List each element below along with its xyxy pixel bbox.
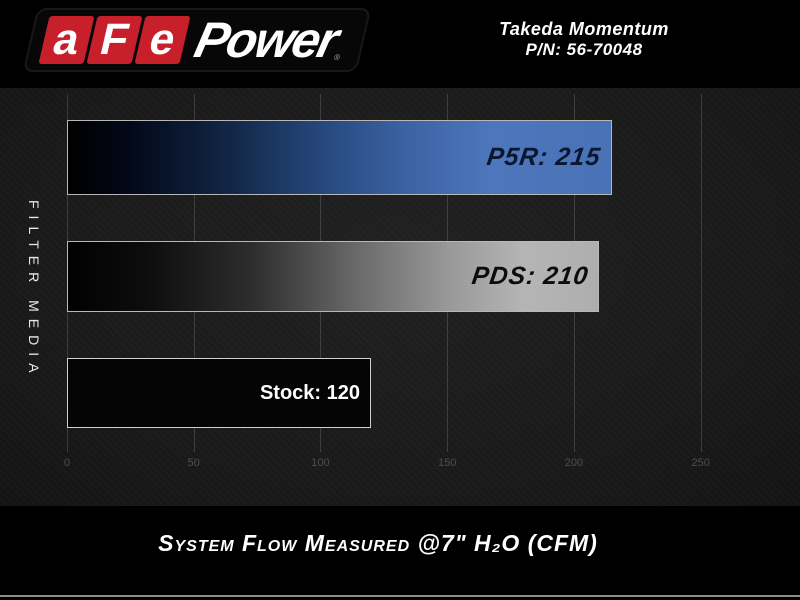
logo-letter-e: e <box>134 15 191 64</box>
bar-pds: PDS: 210 <box>67 241 599 312</box>
bar-stock: Stock: 120 <box>67 358 371 428</box>
bar-label-p5r: P5R: 215 <box>485 143 604 171</box>
chart-area: FILTER MEDIA P5R: 215 PDS: 210 Stock: 12… <box>0 88 800 506</box>
y-axis-label: FILTER MEDIA <box>26 200 42 380</box>
logo-letter-a: a <box>38 15 95 64</box>
bar-label-pds: PDS: 210 <box>469 262 591 290</box>
logo-word-power: Power <box>189 12 343 68</box>
header-product-info: Takeda Momentum P/N: 56-70048 <box>434 19 734 60</box>
chart-title: System Flow Measured @7" H₂O (CFM) <box>158 530 598 556</box>
x-axis-tick: 250 <box>691 457 710 469</box>
registered-trademark-icon: ® <box>332 53 341 62</box>
bar-label-stock: Stock: 120 <box>259 381 360 404</box>
logo-letter-f: F <box>86 15 143 64</box>
header: a F e Power ® Takeda Momentum P/N: 56-70… <box>0 0 800 88</box>
part-number: P/N: 56-70048 <box>525 40 643 59</box>
bar-p5r: P5R: 215 <box>67 120 612 195</box>
afe-power-logo: a F e Power ® <box>22 8 372 72</box>
x-axis-tick: 200 <box>564 457 584 469</box>
gridline <box>700 94 702 452</box>
x-axis-tick: 50 <box>187 457 200 469</box>
x-axis-tick: 0 <box>63 457 71 469</box>
footer: System Flow Measured @7" H₂O (CFM) <box>0 506 800 600</box>
bottom-edge-line <box>0 595 800 597</box>
product-name: Takeda Momentum <box>499 19 669 39</box>
x-axis-tick: 100 <box>311 457 330 469</box>
x-axis-tick: 150 <box>438 457 457 469</box>
